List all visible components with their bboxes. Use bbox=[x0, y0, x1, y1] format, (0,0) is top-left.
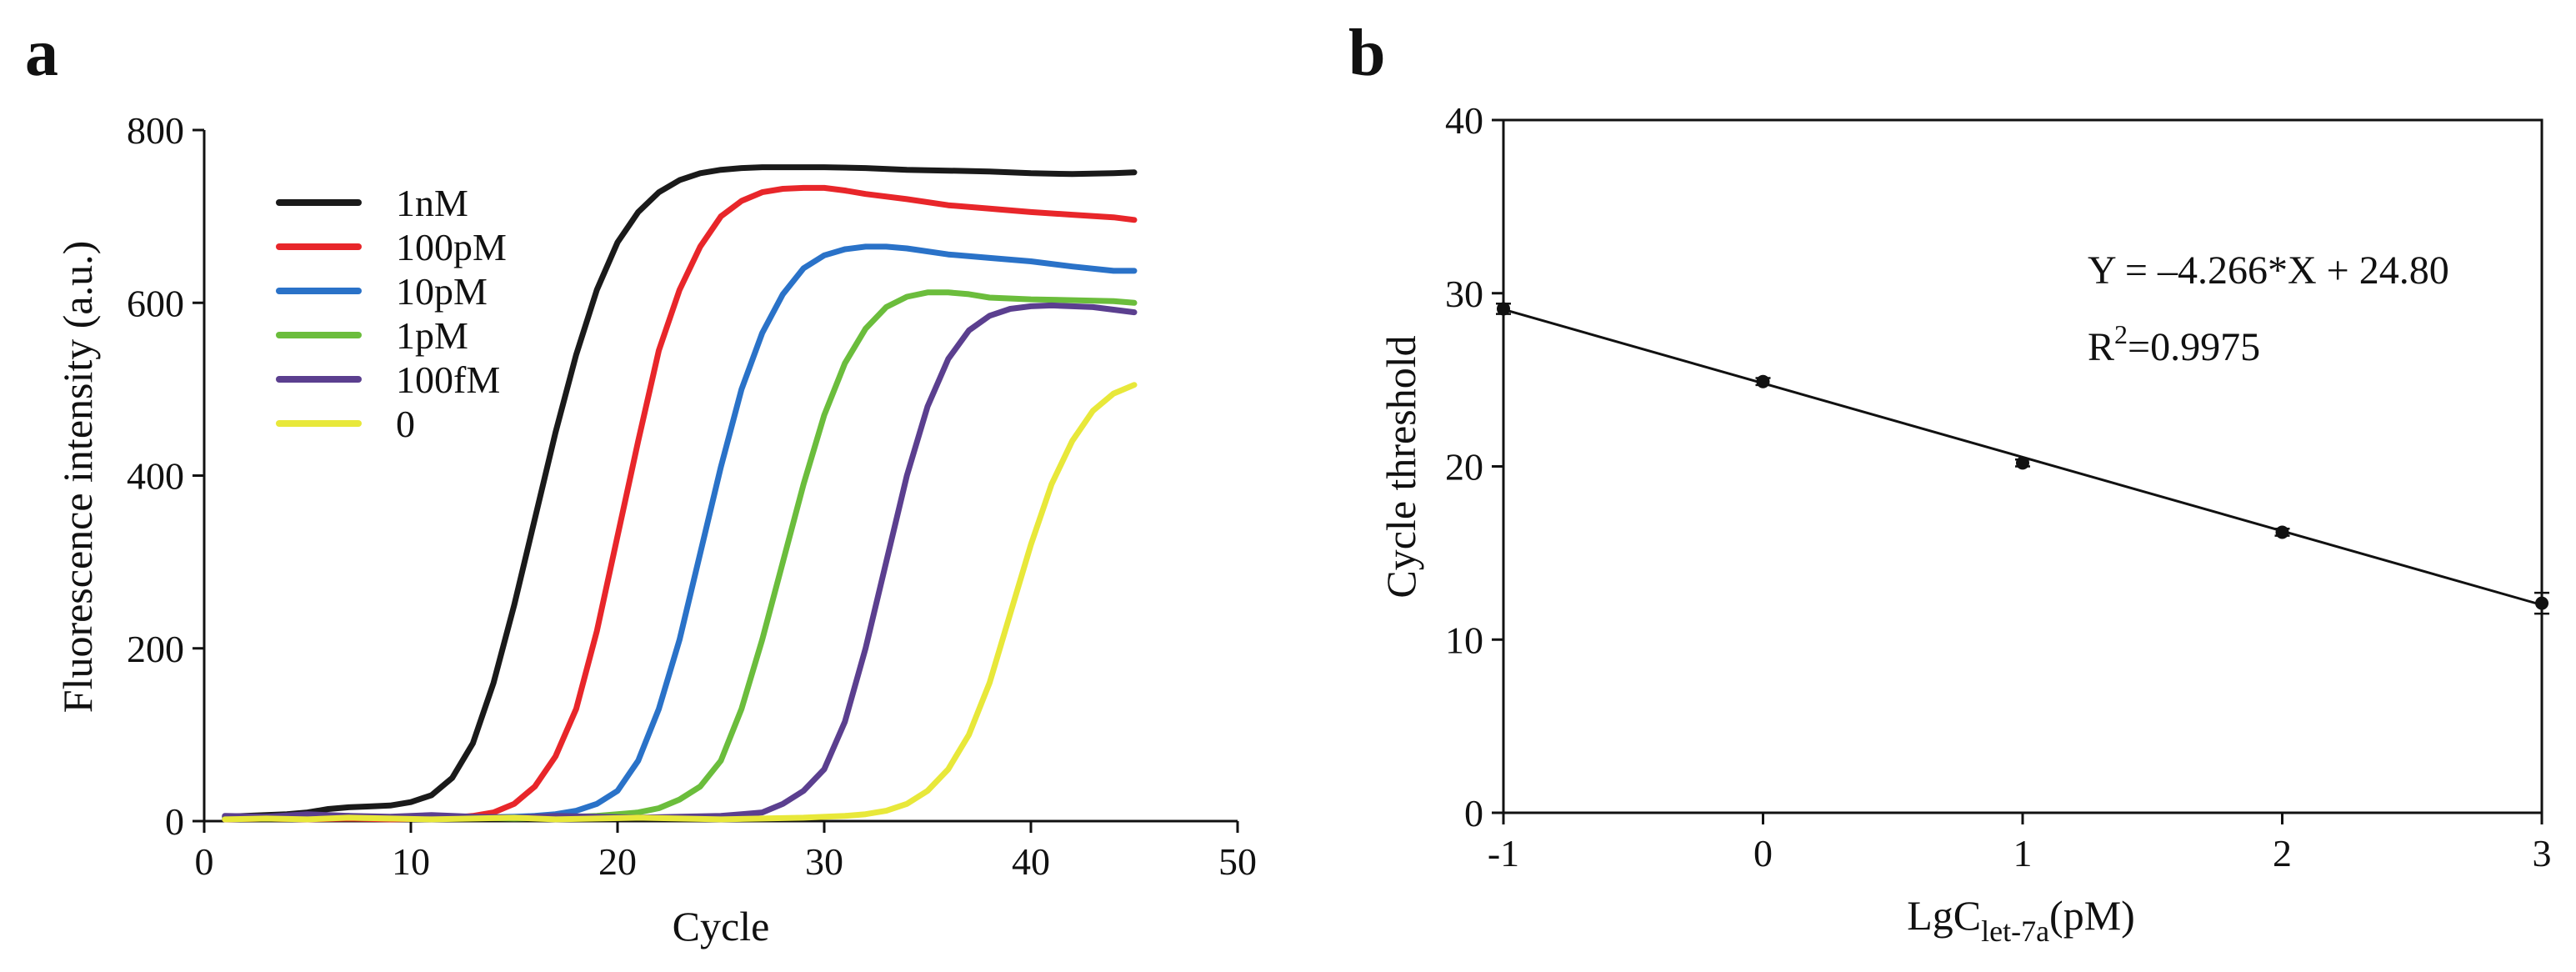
chart-b-y-tick-label: 0 bbox=[1464, 792, 1483, 834]
chart-a-legend-label-1: 100pM bbox=[396, 226, 507, 268]
chart-a-series-line-1 bbox=[222, 184, 1138, 823]
chart-a-series-line-4 bbox=[222, 302, 1138, 821]
chart-a-legend-label-2: 10pM bbox=[396, 270, 488, 313]
chart-a-x-tick-label: 40 bbox=[1012, 840, 1050, 883]
chart-a-series-line-5 bbox=[222, 382, 1138, 823]
chart-b-y-tick-label: 10 bbox=[1445, 619, 1483, 661]
chart-b-r-squared: R2=0.9975 bbox=[2088, 319, 2260, 369]
chart-b-point-0 bbox=[1497, 302, 1510, 316]
chart-a-series-group bbox=[222, 164, 1138, 823]
chart-b-x-tick-label: 3 bbox=[2533, 832, 2552, 874]
chart-b-y-tick-label: 30 bbox=[1445, 273, 1483, 315]
chart-b-point-3 bbox=[2275, 525, 2289, 539]
chart-b-x-tick-label: 2 bbox=[2273, 832, 2292, 874]
chart-a-x-tick-label: 50 bbox=[1218, 840, 1257, 883]
chart-a-y-tick-label: 600 bbox=[127, 282, 184, 324]
chart-b-y-tick-label: 40 bbox=[1445, 99, 1483, 142]
chart-a-x-tick-label: 20 bbox=[598, 840, 637, 883]
chart-a-y-tick-label: 400 bbox=[127, 455, 184, 498]
chart-b-y-axis-title: Cycle threshold bbox=[1378, 335, 1424, 598]
chart-a-series-line-0 bbox=[222, 164, 1138, 820]
chart-b-x-tick-label: 1 bbox=[2013, 832, 2033, 874]
chart-a-x-axis-title: Cycle bbox=[673, 903, 770, 949]
chart-b-points-group bbox=[1496, 302, 2549, 615]
chart-a-y-tick-label: 200 bbox=[127, 628, 184, 670]
chart-a-x-tick-label: 30 bbox=[805, 840, 843, 883]
chart-a-y-tick-label: 0 bbox=[165, 800, 184, 843]
chart-b-point-4 bbox=[2535, 596, 2548, 610]
chart-b-point-2 bbox=[2016, 456, 2029, 470]
chart-a-fluorescence: 0 10 20 30 40 50 0 200 400 600 800 1nM100pM10pM1pM… bbox=[54, 109, 1257, 949]
chart-b-x-tick-label: 0 bbox=[1753, 832, 1773, 874]
chart-b-y-tick-label: 20 bbox=[1445, 446, 1483, 489]
chart-a-legend-label-4: 100fM bbox=[396, 358, 500, 401]
chart-b-point-1 bbox=[1756, 374, 1770, 388]
chart-a-axes: 0 10 20 30 40 50 0 200 400 600 800 bbox=[127, 109, 1257, 883]
chart-a-legend-label-3: 1pM bbox=[396, 314, 468, 357]
panel-a-label: a bbox=[25, 17, 58, 90]
chart-b-equation: Y = –4.266*X + 24.80 bbox=[2088, 248, 2449, 293]
chart-a-y-axis-title: Fluorescence intensity (a.u.) bbox=[54, 241, 101, 713]
chart-a-series-line-2 bbox=[222, 243, 1138, 822]
chart-a-x-tick-label: 10 bbox=[392, 840, 430, 883]
chart-b-x-axis-title: LgClet-7a(pM) bbox=[1907, 892, 2135, 948]
chart-a-legend-label-5: 0 bbox=[396, 403, 415, 445]
chart-a-legend-label-0: 1nM bbox=[396, 182, 468, 224]
chart-a-x-tick-label: 0 bbox=[195, 840, 214, 883]
chart-a-series-line-3 bbox=[222, 289, 1138, 822]
chart-a-y-tick-label: 800 bbox=[127, 109, 184, 152]
chart-b-x-tick-label: -1 bbox=[1488, 832, 1519, 874]
panel-b-label: b bbox=[1348, 17, 1386, 90]
